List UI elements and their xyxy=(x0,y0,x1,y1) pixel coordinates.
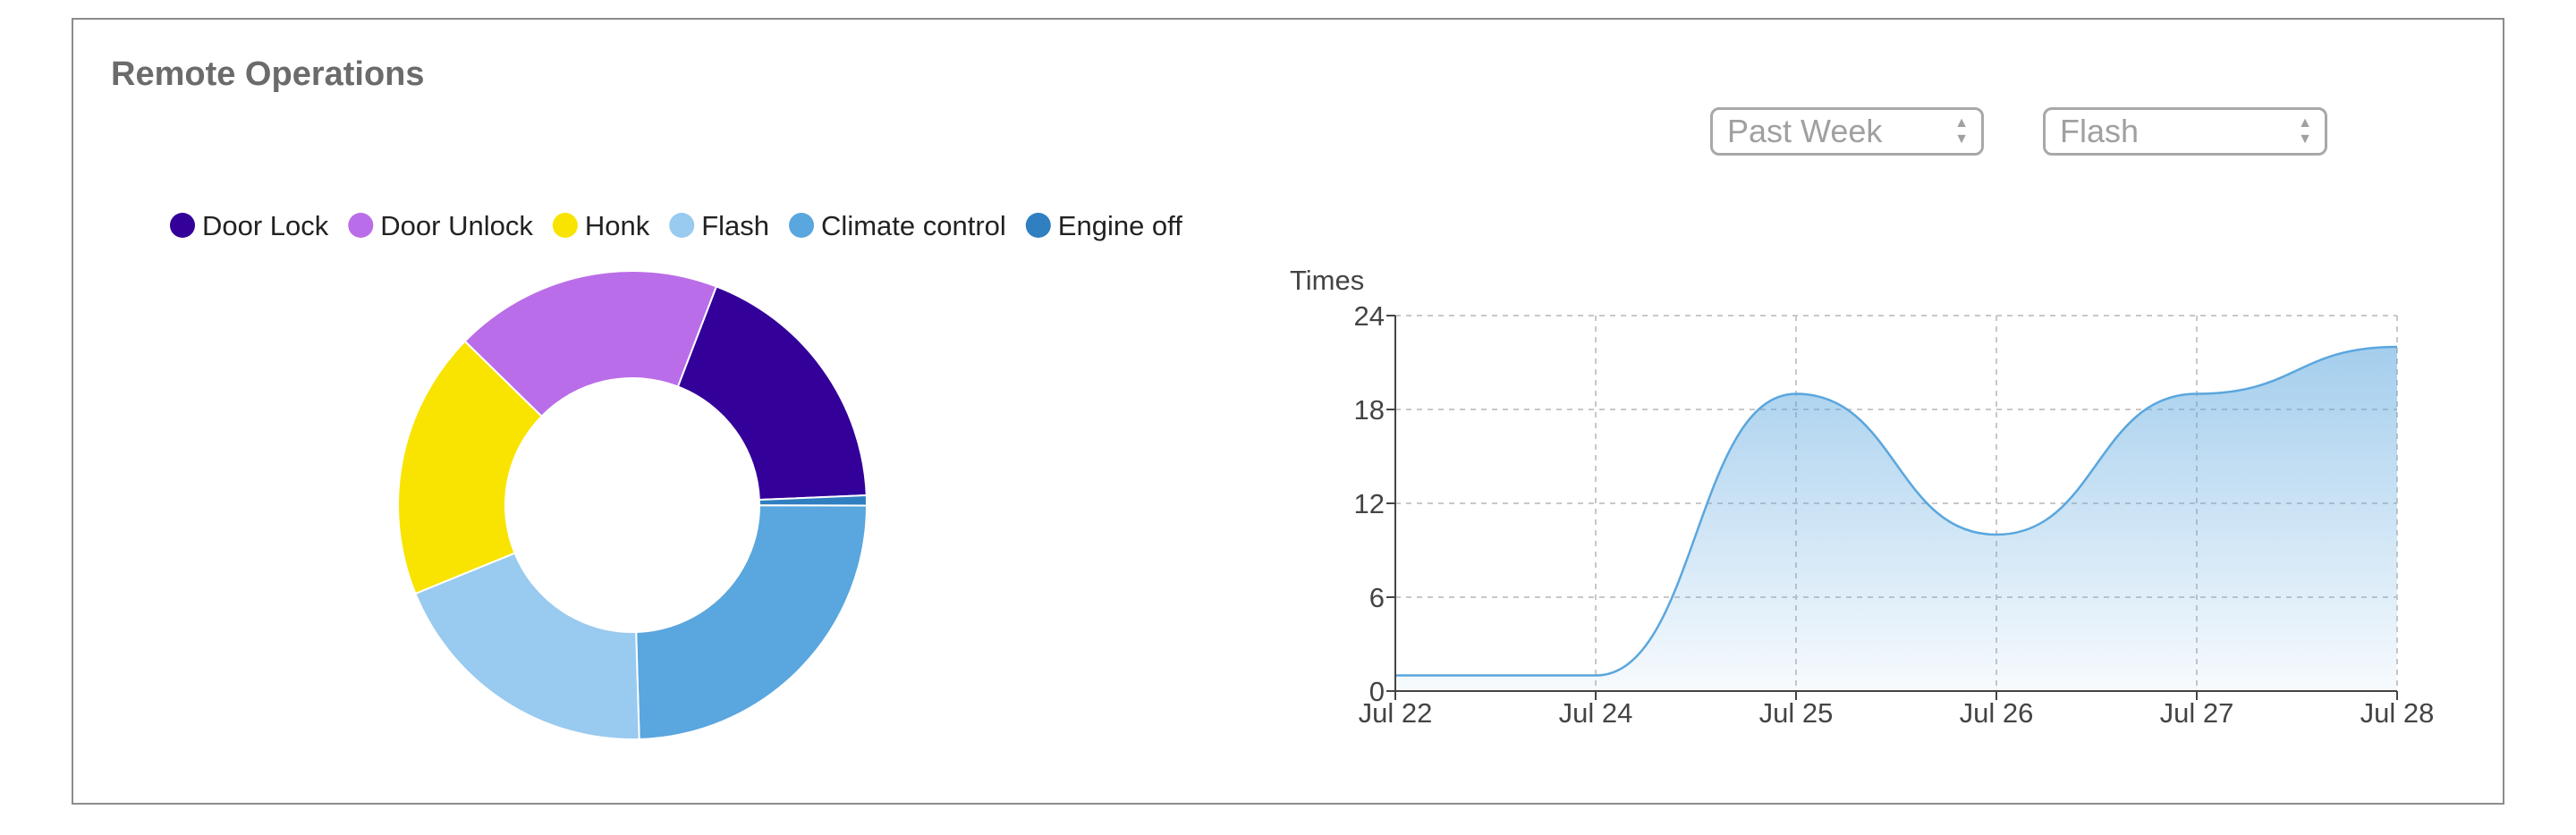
panel-title: Remote Operations xyxy=(111,55,425,93)
select-arrows-icon: ▲ ▼ xyxy=(2298,115,2312,147)
legend-item-engine-off[interactable]: Engine off xyxy=(1025,210,1182,241)
legend-item-honk[interactable]: Honk xyxy=(552,210,650,241)
x-tick-label: Jul 22 xyxy=(1359,697,1433,729)
donut-slice-climate-control[interactable] xyxy=(635,504,869,740)
legend-swatch xyxy=(552,213,578,238)
y-tick-label: 6 xyxy=(1369,582,1385,613)
y-tick-label: 12 xyxy=(1354,488,1385,519)
x-tick-label: Jul 27 xyxy=(2160,697,2234,729)
legend-label: Climate control xyxy=(821,210,1006,241)
legend-item-door-lock[interactable]: Door Lock xyxy=(170,210,329,241)
donut-slices xyxy=(397,270,869,740)
operation-value: Flash xyxy=(2060,113,2140,149)
donut-slice-door-unlock[interactable] xyxy=(463,270,718,418)
legend-swatch xyxy=(789,213,815,238)
legend-swatch xyxy=(348,213,374,238)
legend-label: Honk xyxy=(585,210,650,241)
donut-chart: Door Lock Door Unlock Honk Flash Climate con… xyxy=(170,210,1182,740)
x-tick-label: Jul 26 xyxy=(1960,697,2034,729)
donut-slice-honk[interactable] xyxy=(397,340,543,595)
y-tick-label: 24 xyxy=(1354,300,1385,332)
series-line[interactable] xyxy=(1395,345,2398,677)
time-range-value: Past Week xyxy=(1727,113,1883,149)
x-tick-label: Jul 25 xyxy=(1759,697,1834,729)
operation-select[interactable]: Flash ▲ ▼ xyxy=(2043,107,2327,156)
donut-slice-flash[interactable] xyxy=(414,552,640,740)
time-range-select[interactable]: Past Week ▲ ▼ xyxy=(1710,107,1984,156)
legend-item-flash[interactable]: Flash xyxy=(669,210,769,241)
x-tick-label: Jul 28 xyxy=(2360,697,2435,729)
donut-legend: Door Lock Door Unlock Honk Flash Climate con… xyxy=(170,210,1182,241)
legend-label: Door Unlock xyxy=(380,210,533,241)
donut-slice-door-lock[interactable] xyxy=(676,285,868,502)
legend-swatch xyxy=(669,213,695,238)
x-tick-label: Jul 24 xyxy=(1559,697,1633,729)
y-tick-label: 0 xyxy=(1369,676,1385,707)
legend-swatch xyxy=(1025,213,1051,238)
chart-axes: 0 6 12 18 24 Jul 22 Jul 24 Jul 25 Jul 26 Jul 27 Ju… xyxy=(1290,265,2434,729)
legend-item-climate-control[interactable]: Climate control xyxy=(789,210,1006,241)
y-axis-label: Times xyxy=(1290,265,1364,296)
legend-label: Flash xyxy=(701,210,769,241)
legend-label: Engine off xyxy=(1058,210,1182,241)
legend-swatch xyxy=(170,213,195,238)
legend-item-door-unlock[interactable]: Door Unlock xyxy=(348,210,533,241)
chart-series xyxy=(1395,345,2398,691)
y-tick-label: 18 xyxy=(1354,394,1385,426)
series-area xyxy=(1395,347,2397,691)
select-arrows-icon: ▲ ▼ xyxy=(1954,115,1969,147)
legend-label: Door Lock xyxy=(202,210,329,241)
